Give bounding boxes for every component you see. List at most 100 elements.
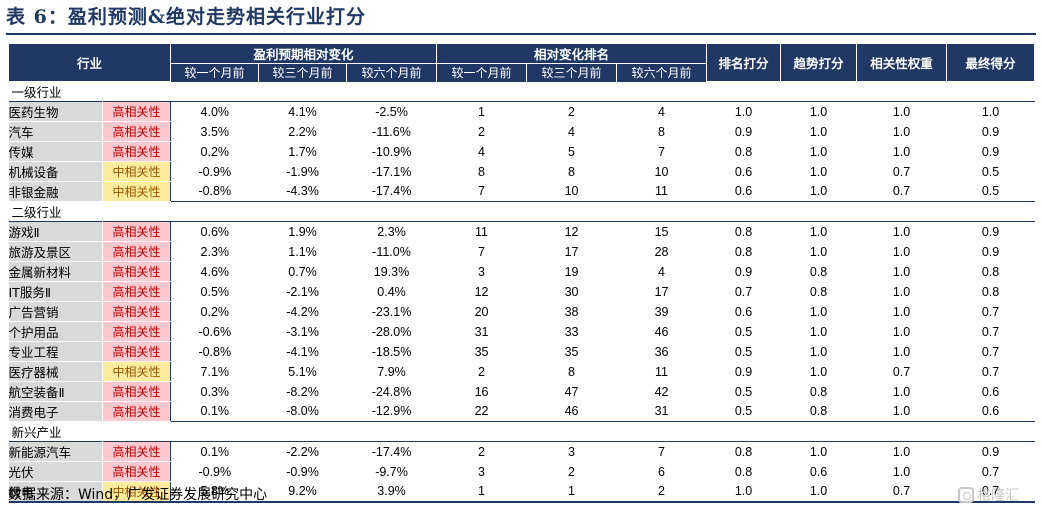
table-row: 金属新材料 高相关性 4.6% 0.7% 19.3% 3 19 4 0.9 0.8 1.0 0.8 bbox=[8, 261, 1035, 282]
watermark: 格隆汇 bbox=[958, 485, 1019, 505]
correlation-badge: 高相关性 bbox=[102, 101, 171, 122]
cell-corr-weight: 1.0 bbox=[892, 324, 911, 339]
industry-name: IT服务Ⅱ bbox=[8, 281, 103, 302]
cell-corr-weight: 0.7 bbox=[856, 481, 947, 503]
cell-rank-score: 0.8 bbox=[706, 441, 781, 462]
cell-rank-1m: 7 bbox=[478, 184, 485, 199]
cell-corr-weight: 1.0 bbox=[892, 144, 911, 159]
cell-final-score: 0.9 bbox=[946, 441, 1035, 462]
cell-profit-3m: 1.1% bbox=[288, 244, 317, 259]
cell-corr-weight: 1.0 bbox=[856, 101, 947, 122]
cell-profit-1m: 0.1% bbox=[170, 401, 259, 422]
cell-trend-score: 1.0 bbox=[809, 124, 828, 139]
cell-rank-1m: 2 bbox=[436, 441, 527, 462]
cell-rank-3m: 10 bbox=[564, 184, 579, 199]
cell-profit-3m: -1.9% bbox=[286, 164, 319, 179]
cell-rank-3m: 30 bbox=[564, 284, 579, 299]
cell-profit-1m: -0.6% bbox=[170, 321, 259, 342]
cell-trend-score: 0.8 bbox=[809, 384, 828, 399]
cell-rank-score: 0.5 bbox=[734, 404, 753, 419]
cell-profit-1m: 0.6% bbox=[170, 221, 259, 242]
cell-profit-6m: -28.0% bbox=[371, 324, 412, 339]
cell-rank-1m: 11 bbox=[436, 221, 527, 242]
industry-name: 机械设备 bbox=[8, 161, 103, 182]
industry-name: 光伏 bbox=[8, 461, 103, 482]
cell-rank-6m: 7 bbox=[658, 144, 665, 159]
correlation-badge: 高相关性 bbox=[102, 341, 171, 362]
cell-trend-score: 0.6 bbox=[809, 464, 828, 479]
correlation-badge: 高相关性 bbox=[102, 301, 171, 322]
cell-trend-score: 1.0 bbox=[780, 481, 857, 503]
cell-trend-score: 1.0 bbox=[809, 344, 828, 359]
cell-profit-3m: 1.9% bbox=[258, 221, 347, 242]
cell-rank-6m: 31 bbox=[654, 404, 669, 419]
cell-rank-score: 1.0 bbox=[706, 101, 781, 122]
cell-profit-3m: -2.1% bbox=[286, 284, 319, 299]
cell-rank-score: 0.6 bbox=[734, 164, 753, 179]
correlation-badge: 高相关性 bbox=[102, 401, 171, 422]
cell-rank-3m: 5 bbox=[568, 144, 575, 159]
cell-profit-1m: 5.8% bbox=[170, 481, 259, 503]
table-row: 新能源汽车 高相关性 0.1% -2.2% -17.4% 2 3 7 0.8 1.0 1.0 0.9 bbox=[8, 441, 1035, 462]
cell-rank-score: 1.0 bbox=[706, 481, 781, 503]
header-profit-6m: 较六个月前 bbox=[346, 63, 438, 82]
cell-rank-3m: 2 bbox=[526, 101, 617, 122]
table-row: 专业工程 高相关性 -0.8% -4.1% -18.5% 35 35 36 0.5 1.0 1.0 0… bbox=[8, 341, 1035, 362]
industry-name: 非银金融 bbox=[8, 181, 103, 202]
correlation-badge: 高相关性 bbox=[102, 261, 171, 282]
correlation-badge: 高相关性 bbox=[102, 241, 171, 262]
cell-rank-6m: 15 bbox=[616, 221, 707, 242]
industry-name: 旅游及景区 bbox=[8, 241, 103, 262]
cell-rank-1m: 20 bbox=[474, 304, 489, 319]
cell-profit-3m: -8.2% bbox=[286, 384, 319, 399]
industry-name: 消费电子 bbox=[8, 401, 103, 422]
cell-profit-1m: 7.1% bbox=[170, 361, 259, 382]
cell-rank-score: 0.5 bbox=[734, 324, 753, 339]
cell-final-score: 0.7 bbox=[981, 344, 1000, 359]
cell-rank-1m: 1 bbox=[436, 101, 527, 122]
cell-profit-3m: -4.1% bbox=[286, 344, 319, 359]
cell-trend-score: 1.0 bbox=[780, 221, 857, 242]
cell-final-score: 0.7 bbox=[981, 364, 1000, 379]
section-label: 新兴产业 bbox=[8, 421, 1035, 442]
cell-rank-6m: 11 bbox=[655, 364, 669, 379]
section-label: 一级行业 bbox=[8, 81, 1035, 102]
cell-profit-6m: 3.9% bbox=[346, 481, 437, 503]
header-corr-weight: 相关性权重 bbox=[856, 44, 948, 82]
table-row: 医药生物 高相关性 4.0% 4.1% -2.5% 1 2 4 1.0 1.0 1.0 1.0 bbox=[8, 101, 1035, 122]
cell-rank-3m: 8 bbox=[568, 164, 575, 179]
industry-name: 游戏Ⅱ bbox=[8, 221, 103, 242]
cell-rank-1m: 22 bbox=[474, 404, 489, 419]
cell-corr-weight: 0.7 bbox=[892, 184, 911, 199]
correlation-badge: 高相关性 bbox=[102, 121, 171, 142]
cell-profit-6m: -23.1% bbox=[371, 304, 412, 319]
cell-final-score: 0.6 bbox=[981, 384, 1000, 399]
table-row: 医疗器械 中相关性 7.1% 5.1% 7.9% 2 8 11 0.9 1.0 0.7 0.7 bbox=[8, 361, 1035, 382]
header-profit-1m: 较一个月前 bbox=[170, 63, 260, 82]
cell-profit-1m: -0.8% bbox=[170, 341, 259, 362]
cell-rank-6m: 4 bbox=[658, 264, 665, 279]
cell-rank-6m: 46 bbox=[654, 324, 669, 339]
cell-rank-3m: 8 bbox=[568, 364, 575, 379]
cell-profit-6m: -17.1% bbox=[371, 164, 412, 179]
cell-final-score: 0.7 bbox=[981, 304, 1000, 319]
cell-rank-3m: 2 bbox=[568, 464, 575, 479]
cell-final-score: 0.5 bbox=[981, 184, 1000, 199]
cell-corr-weight: 0.7 bbox=[892, 364, 911, 379]
cell-profit-6m: 19.3% bbox=[373, 264, 410, 279]
cell-final-score: 0.9 bbox=[981, 244, 1000, 259]
cell-profit-6m: 7.9% bbox=[377, 364, 406, 379]
cell-rank-6m: 36 bbox=[654, 344, 669, 359]
cell-final-score: 0.9 bbox=[981, 124, 1000, 139]
industry-name: 专业工程 bbox=[8, 341, 103, 362]
cell-profit-1m: 4.6% bbox=[170, 261, 259, 282]
cell-profit-1m: 0.5% bbox=[170, 281, 259, 302]
cell-rank-1m: 3 bbox=[478, 464, 485, 479]
industry-name: 医药生物 bbox=[8, 101, 103, 122]
cell-rank-1m: 1 bbox=[436, 481, 527, 503]
cell-rank-3m: 19 bbox=[564, 264, 579, 279]
cell-rank-6m: 42 bbox=[654, 384, 669, 399]
table-body: 一级行业 医药生物 高相关性 4.0% 4.1% -2.5% 1 2 4 1.0 1.0 1.0 1.0… bbox=[8, 81, 1035, 503]
cell-profit-1m: 0.2% bbox=[170, 141, 259, 162]
cell-rank-3m: 12 bbox=[526, 221, 617, 242]
